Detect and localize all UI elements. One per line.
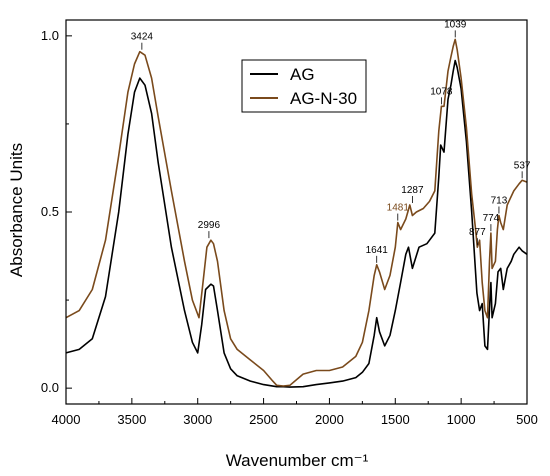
y-tick-label-1: 1.0: [41, 28, 59, 43]
y-tick-label-0.5: 0.5: [41, 204, 59, 219]
x-axis-title: Wavenumber cm⁻¹: [226, 451, 369, 470]
x-tick-label-1500: 1500: [381, 412, 410, 427]
x-tick-label-3500: 3500: [117, 412, 146, 427]
peak-label-1078: 1078: [430, 86, 453, 97]
x-tick-label-500: 500: [516, 412, 538, 427]
annotation-layer: 3424 2996 1641 1481 1287 1078 1039 877 774 713 537: [131, 19, 531, 263]
peak-label-1287: 1287: [401, 185, 424, 196]
peak-label-877: 877: [469, 227, 486, 238]
x-tick-label-1000: 1000: [447, 412, 476, 427]
x-tick-label-2500: 2500: [249, 412, 278, 427]
peak-label-1481: 1481: [387, 203, 410, 214]
axes-layer: 4000 3500 3000 2500 2000 1500 1000 500 0.0 0.5 1.0: [41, 19, 538, 427]
peak-label-713: 713: [491, 196, 508, 207]
series-layer: [65, 38, 528, 388]
x-tick-label-4000: 4000: [52, 412, 81, 427]
legend-label-ag-n-30: AG-N-30: [290, 89, 357, 108]
legend-label-ag: AG: [290, 65, 315, 84]
series-line-ag: [65, 59, 528, 388]
y-axis-title: Absorbance Units: [7, 143, 26, 277]
legend: AG AG-N-30: [241, 59, 367, 113]
x-tick-label-3000: 3000: [183, 412, 212, 427]
y-tick-label-0: 0.0: [41, 380, 59, 395]
legend-box: [241, 59, 367, 113]
peak-label-3424: 3424: [131, 32, 154, 43]
peak-label-1641: 1641: [366, 245, 389, 256]
peak-label-2996: 2996: [198, 220, 221, 231]
series-line-ag-n-30: [65, 38, 528, 387]
x-tick-label-2000: 2000: [315, 412, 344, 427]
peak-label-774: 774: [483, 213, 500, 224]
peak-label-1039: 1039: [444, 19, 467, 30]
peak-label-537: 537: [514, 160, 531, 171]
